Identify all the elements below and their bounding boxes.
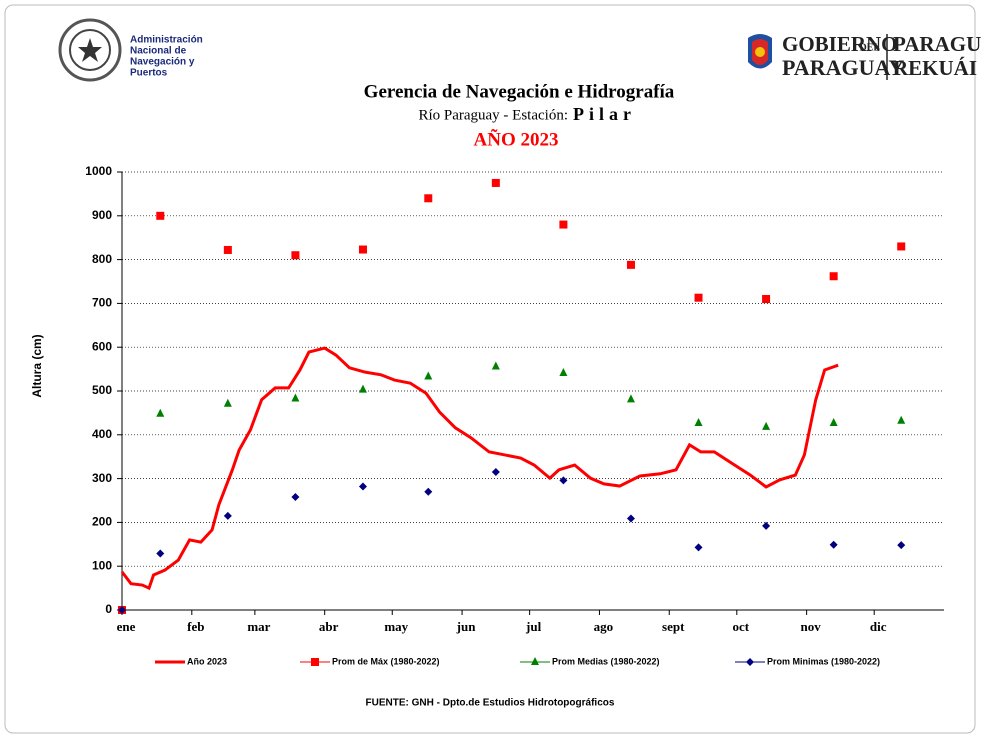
x-tick-label: dic xyxy=(870,619,887,634)
marker xyxy=(291,251,300,260)
marker xyxy=(491,361,500,370)
marker xyxy=(762,421,771,430)
marker xyxy=(491,178,500,187)
marker xyxy=(291,393,300,402)
marker xyxy=(829,272,838,281)
y-tick-label: 200 xyxy=(92,515,112,529)
y-tick-label: 900 xyxy=(92,208,112,222)
x-tick-label: abr xyxy=(319,619,339,634)
marker xyxy=(829,417,838,426)
logo-text: Administración xyxy=(130,35,203,46)
source: FUENTE: GNH - Dpto.de Estudios Hidrotopo… xyxy=(366,698,615,709)
y-tick-label: 800 xyxy=(92,252,112,266)
legend-label: Prom de Máx (1980-2022) xyxy=(332,656,440,666)
frame xyxy=(4,4,976,734)
x-tick-label: feb xyxy=(187,619,204,634)
marker xyxy=(223,398,232,407)
marker xyxy=(897,242,906,251)
marker xyxy=(626,514,635,523)
marker xyxy=(559,220,568,229)
gov-text: REKUÁI xyxy=(893,56,977,80)
marker xyxy=(223,245,232,254)
logo-text: Puertos xyxy=(130,68,168,79)
marker xyxy=(358,245,367,254)
station-name: Pilar xyxy=(573,104,636,124)
y-tick-label: 600 xyxy=(92,339,112,353)
gov-text: PARAGUÁI xyxy=(893,32,981,56)
y-tick-label: 300 xyxy=(92,471,112,485)
logo-text: Nacional de xyxy=(130,46,187,57)
marker xyxy=(531,657,539,665)
marker xyxy=(358,482,367,491)
marker xyxy=(424,371,433,380)
x-tick-label: jul xyxy=(525,619,542,634)
marker xyxy=(829,540,838,549)
marker xyxy=(223,511,232,520)
marker xyxy=(897,415,906,424)
marker xyxy=(694,417,703,426)
x-tick-label: ene xyxy=(117,619,136,634)
x-tick-label: sept xyxy=(662,619,685,634)
marker xyxy=(559,476,568,485)
marker xyxy=(626,394,635,403)
year-title: AÑO 2023 xyxy=(474,128,559,150)
marker xyxy=(424,487,433,496)
marker xyxy=(358,384,367,393)
series-line xyxy=(120,346,839,591)
marker xyxy=(626,260,635,269)
right-logo: GOBIERNO DEL PARAGUAY PARAGUÁI REKUÁI xyxy=(748,32,981,80)
y-tick-label: 100 xyxy=(92,558,112,572)
legend-label: Prom Medias (1980-2022) xyxy=(552,656,660,666)
marker xyxy=(491,468,500,477)
y-axis-label: Altura (cm) xyxy=(30,334,44,397)
marker xyxy=(762,521,771,530)
logo-text: Navegación y xyxy=(130,57,195,68)
marker xyxy=(694,543,703,552)
chart-title: Gerencia de Navegación e Hidrografía xyxy=(364,81,675,102)
marker xyxy=(156,408,165,417)
x-tick-label: nov xyxy=(801,619,822,634)
marker xyxy=(291,492,300,501)
left-logo: Administración Nacional de Navegación y … xyxy=(58,18,203,82)
marker xyxy=(424,194,433,203)
y-tick-label: 1000 xyxy=(85,164,112,178)
marker xyxy=(746,658,754,666)
gov-text: PARAGUAY xyxy=(782,55,904,80)
marker xyxy=(118,606,126,614)
x-tick-label: oct xyxy=(733,619,750,634)
marker xyxy=(762,295,771,304)
y-tick-label: 700 xyxy=(92,296,112,310)
y-tick-label: 500 xyxy=(92,383,112,397)
marker xyxy=(559,368,568,377)
y-tick-label: 400 xyxy=(92,427,112,441)
gov-text: GOBIERNO xyxy=(782,32,898,56)
marker xyxy=(156,549,165,558)
x-tick-label: jun xyxy=(456,619,477,634)
chart-subtitle: Río Paraguay - Estación: xyxy=(418,107,568,123)
x-tick-label: mar xyxy=(247,619,270,634)
gov-text: DEL xyxy=(859,42,880,53)
marker xyxy=(156,211,165,220)
marker xyxy=(311,658,319,666)
marker xyxy=(897,541,906,550)
legend-label: Año 2023 xyxy=(187,656,227,666)
x-tick-label: may xyxy=(384,619,408,634)
x-tick-label: ago xyxy=(594,619,614,634)
legend-label: Prom Minimas (1980-2022) xyxy=(767,656,880,666)
marker xyxy=(694,293,703,302)
y-tick-label: 0 xyxy=(105,602,112,616)
